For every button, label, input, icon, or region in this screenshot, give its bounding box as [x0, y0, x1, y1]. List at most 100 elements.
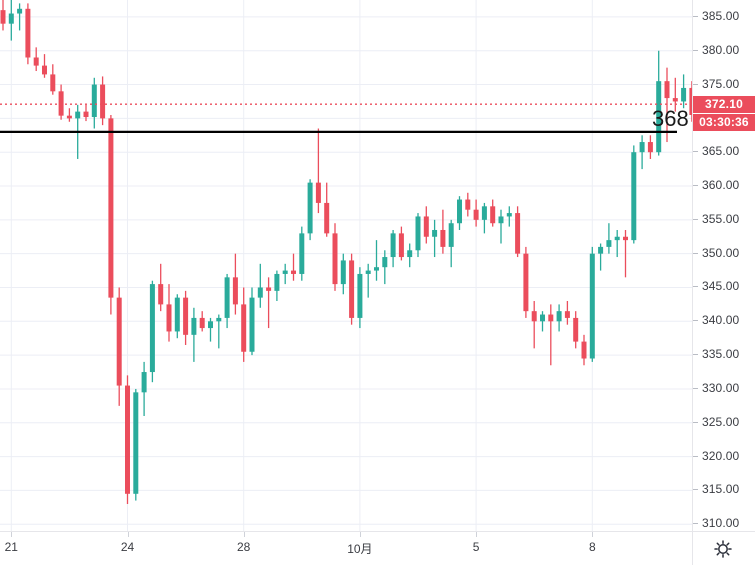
price-tick-mark	[693, 49, 698, 51]
candle	[589, 246, 595, 362]
candle-body	[606, 240, 612, 247]
candle-body	[166, 304, 172, 332]
candle-body	[672, 98, 678, 102]
candle-body	[598, 246, 604, 254]
candle	[324, 182, 330, 237]
candle-body	[174, 297, 180, 332]
candle	[374, 240, 379, 281]
candle-body	[0, 10, 6, 24]
candle-body	[307, 182, 313, 234]
price-tick-mark	[693, 489, 698, 491]
candle	[58, 84, 64, 120]
price-tick-label: 330.00	[702, 380, 740, 395]
time-tick-mark	[11, 532, 13, 537]
candle	[208, 317, 213, 342]
candle	[564, 301, 570, 325]
gear-icon[interactable]	[713, 539, 733, 559]
candle	[490, 199, 496, 227]
candle	[299, 226, 305, 281]
price-tick-mark	[693, 455, 698, 457]
price-tick-label: 320.00	[702, 448, 740, 463]
candle	[0, 0, 6, 31]
candle	[8, 0, 14, 41]
price-tick-label: 375.00	[702, 76, 740, 91]
candle	[125, 375, 130, 504]
candle-body	[183, 297, 189, 335]
candle	[224, 273, 230, 329]
candle-body	[564, 311, 570, 318]
candle	[91, 77, 97, 129]
candle	[531, 301, 537, 349]
candle-body	[249, 297, 255, 352]
candle	[398, 226, 404, 261]
price-tick-mark	[693, 151, 698, 153]
candle-body	[523, 253, 529, 312]
time-axis[interactable]: 21242810月5812	[0, 531, 715, 565]
candle	[133, 388, 139, 501]
candle	[631, 145, 637, 244]
time-tick-label: 10月	[347, 542, 373, 556]
candle	[639, 135, 645, 170]
candle	[291, 253, 296, 281]
candle	[116, 287, 122, 406]
price-tick-label: 350.00	[702, 245, 740, 260]
time-tick-label: 5	[472, 540, 480, 554]
plot-area[interactable]	[0, 0, 692, 531]
candle	[598, 243, 604, 271]
price-tick-mark	[693, 218, 698, 220]
price-tick-mark	[693, 185, 698, 187]
candle-body	[83, 111, 89, 118]
candle	[166, 284, 172, 342]
time-tick-mark	[243, 532, 245, 537]
price-tick-label: 340.00	[702, 313, 740, 328]
candle	[25, 3, 31, 65]
time-tick-mark	[476, 532, 478, 537]
candle-body	[415, 216, 421, 251]
candle	[647, 135, 653, 159]
candle-body	[274, 273, 280, 291]
price-tick-label: 360.00	[702, 178, 740, 193]
candle	[232, 253, 238, 315]
candle-body	[116, 297, 122, 386]
candle	[174, 294, 180, 339]
candle	[315, 128, 321, 214]
price-tick-label: 315.00	[702, 482, 740, 497]
price-tick-label: 310.00	[702, 516, 740, 531]
candle-body	[556, 311, 562, 322]
candle	[457, 196, 462, 230]
candle-body	[66, 115, 72, 119]
candle-body	[8, 13, 14, 24]
candle-body	[390, 233, 396, 258]
candle	[42, 54, 47, 78]
candle	[83, 104, 89, 122]
candlestick-series	[0, 0, 692, 531]
candle-body	[540, 314, 545, 322]
candle-body	[515, 213, 521, 254]
price-axis[interactable]: 385.00380.00375.00370.00365.00360.00355.…	[692, 0, 755, 531]
candle	[473, 199, 479, 227]
candle-body	[100, 84, 106, 119]
candle	[274, 270, 280, 302]
candle-body	[573, 317, 579, 342]
candle	[33, 47, 39, 72]
candle-body	[340, 260, 346, 285]
price-tick-mark	[693, 354, 698, 356]
candle-body	[257, 287, 263, 298]
candle	[481, 202, 487, 234]
candle-body	[17, 8, 23, 14]
candle-body	[656, 81, 662, 153]
time-tick-label: 8	[588, 540, 596, 554]
candle-body	[465, 199, 471, 210]
candle-body	[681, 87, 687, 102]
candle-body	[689, 87, 692, 115]
candle	[141, 361, 147, 417]
candle-body	[531, 311, 537, 322]
candle	[614, 229, 620, 258]
candle	[191, 307, 197, 362]
candle-body	[490, 206, 496, 224]
candle	[540, 311, 545, 332]
time-tick-mark	[592, 532, 594, 537]
candle-body	[291, 270, 296, 274]
price-tick-label: 385.00	[702, 8, 740, 23]
